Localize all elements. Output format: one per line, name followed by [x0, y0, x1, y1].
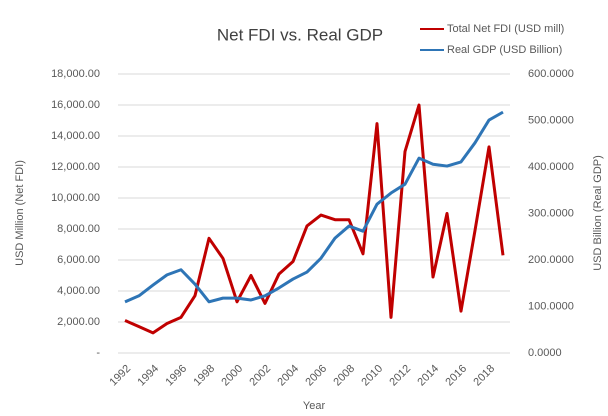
x-tick-label: 1994: [135, 363, 161, 389]
y-axis-label: USD Million (Net FDI): [14, 160, 26, 266]
y2-tick-label: 400.0000: [528, 161, 574, 173]
x-tick-label: 2004: [275, 363, 301, 389]
y-tick-label: 12,000.00: [51, 161, 100, 173]
y2-tick-label: 100.0000: [528, 300, 574, 312]
y-tick-label: 16,000.00: [51, 99, 100, 111]
y2-axis-label: USD Billion (Real GDP): [592, 155, 604, 271]
series-line: [124, 110, 504, 304]
x-tick-label: 2012: [387, 363, 413, 389]
y2-tick-label: 500.0000: [528, 114, 574, 126]
y-tick-label: 8,000.00: [57, 223, 100, 235]
x-tick-label: 2008: [331, 363, 357, 389]
x-tick-label: 1996: [163, 363, 189, 389]
y-tick-label: 4,000.00: [57, 285, 100, 297]
y2-tick-label: 200.0000: [528, 254, 574, 266]
x-tick-label: 1992: [107, 363, 133, 389]
legend-label: Total Net FDI (USD mill): [447, 23, 564, 35]
y-tick-label: 14,000.00: [51, 130, 100, 142]
x-tick-label: 2018: [471, 363, 497, 389]
x-tick-label: 1998: [191, 363, 217, 389]
x-tick-label: 2016: [443, 363, 469, 389]
x-tick-label: 2002: [247, 363, 273, 389]
y2-tick-label: 0.0000: [528, 347, 562, 359]
y-tick-label: 10,000.00: [51, 192, 100, 204]
series-line: [124, 103, 505, 335]
y-tick-label: 2,000.00: [57, 316, 100, 328]
x-tick-label: 2014: [415, 363, 441, 389]
y2-tick-label: 600.0000: [528, 68, 574, 80]
chart-title: Net FDI vs. Real GDP: [217, 25, 383, 44]
x-tick-label: 2010: [359, 363, 385, 389]
legend-label: Real GDP (USD Billion): [447, 44, 562, 56]
x-axis-label: Year: [303, 400, 326, 412]
y-tick-label: -: [96, 347, 100, 359]
x-tick-label: 2006: [303, 363, 329, 389]
x-tick-label: 2000: [219, 363, 245, 389]
y-tick-label: 6,000.00: [57, 254, 100, 266]
y2-tick-label: 300.0000: [528, 207, 574, 219]
y-tick-label: 18,000.00: [51, 68, 100, 80]
